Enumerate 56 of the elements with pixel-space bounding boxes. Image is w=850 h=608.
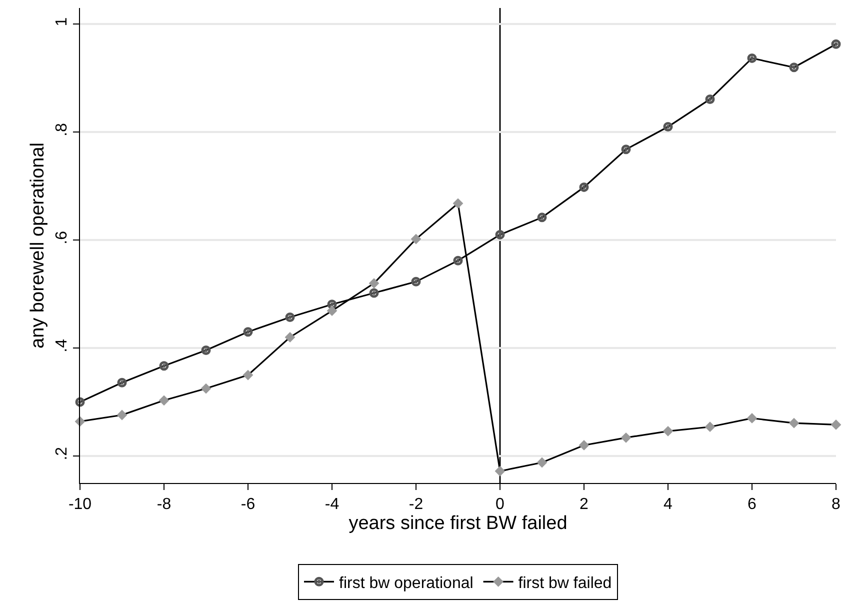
point (284, 332, 296, 342)
point (536, 457, 548, 468)
y-tick-label: .8 (54, 122, 71, 136)
y-tick-label: 1 (54, 17, 71, 26)
point (578, 440, 590, 450)
y-tick-label: .6 (54, 230, 71, 244)
point (285, 312, 295, 322)
point (621, 144, 631, 154)
y-tick-label: .4 (54, 338, 71, 352)
x-tick-label: -4 (324, 496, 340, 514)
point (579, 182, 589, 192)
point (705, 94, 715, 104)
point (537, 212, 547, 222)
x-tick-label: -8 (156, 496, 172, 514)
point (830, 420, 842, 430)
x-tick-label: 0 (496, 496, 505, 514)
point (368, 278, 380, 288)
point (116, 410, 128, 420)
point (243, 327, 253, 337)
point (369, 288, 379, 298)
x-tick-label: -6 (240, 496, 256, 514)
point (620, 432, 632, 443)
point (494, 466, 506, 476)
legend-label: first bw operational (339, 574, 474, 592)
point (788, 418, 800, 428)
point (453, 256, 463, 266)
x-tick-label: 8 (832, 496, 841, 514)
point (326, 306, 338, 316)
point (159, 361, 169, 371)
point (158, 395, 170, 406)
point (663, 122, 673, 132)
point (327, 300, 337, 310)
y-tick-label: .2 (54, 446, 71, 460)
point (662, 426, 674, 436)
point (704, 422, 716, 432)
point (410, 234, 422, 244)
x-tick-label: -2 (408, 496, 424, 514)
point (452, 198, 464, 209)
legend-label: first bw failed (518, 574, 612, 592)
point (242, 370, 254, 380)
point (495, 230, 505, 240)
x-tick-label: 2 (580, 496, 589, 514)
x-axis-title: years since first BW failed (348, 513, 568, 534)
point (789, 62, 799, 72)
x-tick-label: 4 (664, 496, 673, 514)
point (747, 53, 757, 63)
x-tick-label: -10 (68, 496, 92, 514)
point (201, 345, 211, 355)
point (75, 397, 85, 407)
x-tick-label: 6 (748, 496, 757, 514)
point (411, 276, 421, 286)
point (117, 378, 127, 388)
y-axis-title: any borewell operational (27, 142, 48, 348)
point (831, 39, 841, 49)
point (200, 383, 212, 394)
point (746, 413, 758, 424)
